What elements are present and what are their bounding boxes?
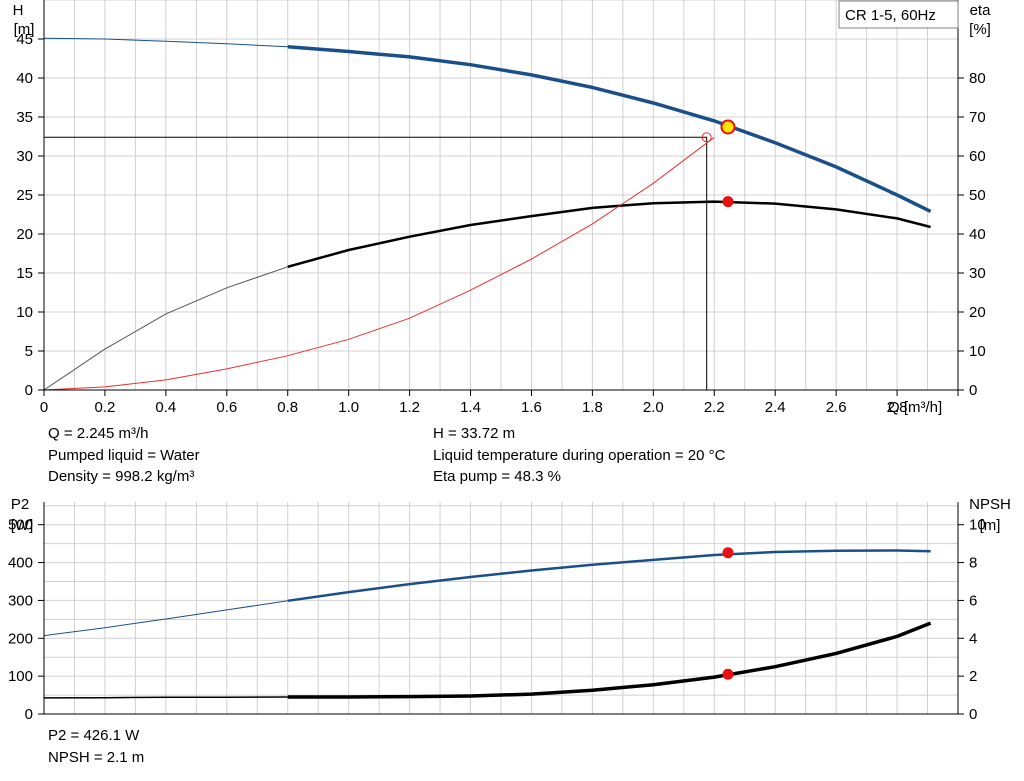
eta-tick-label: 0 bbox=[969, 382, 977, 399]
head-tick-label: 5 bbox=[25, 343, 33, 360]
flow-tick-label: 1.4 bbox=[460, 399, 481, 416]
head-tick-label: 15 bbox=[16, 265, 33, 282]
eta-tick-label: 10 bbox=[969, 343, 986, 360]
system-point-marker bbox=[701, 132, 712, 143]
power-tick-label: 0 bbox=[25, 706, 33, 723]
head-curve bbox=[287, 45, 932, 213]
head-axis-label: H bbox=[13, 2, 24, 19]
npsh-tick-label: 8 bbox=[969, 555, 977, 572]
info-temperature: Liquid temperature during operation = 20… bbox=[433, 447, 726, 464]
npsh-tick-label: 0 bbox=[969, 706, 977, 723]
flow-axis-label: Q [m³/h] bbox=[888, 399, 942, 416]
eta-tick-label: 50 bbox=[969, 187, 986, 204]
flow-tick-label: 0.2 bbox=[95, 399, 116, 416]
eta-tick-label: 20 bbox=[969, 304, 986, 321]
power-markers bbox=[722, 547, 734, 680]
npsh-tick-label: 4 bbox=[969, 630, 977, 647]
duty-guide-lines bbox=[44, 136, 708, 390]
head-tick-label: 45 bbox=[16, 31, 33, 48]
power-tick-label: 200 bbox=[8, 630, 33, 647]
npsh-tick-label: 6 bbox=[969, 592, 977, 609]
performance-curves bbox=[43, 37, 932, 391]
flow-tick-label: 2.4 bbox=[765, 399, 786, 416]
performance-markers bbox=[701, 119, 736, 208]
power-axis-label: P2 bbox=[11, 496, 29, 513]
flow-tick-label: 2.2 bbox=[704, 399, 725, 416]
eta-tick-label: 30 bbox=[969, 265, 986, 282]
info-density: Density = 998.2 kg/m³ bbox=[48, 468, 194, 485]
power-tick-label: 100 bbox=[8, 668, 33, 685]
npsh-tick-label: 2 bbox=[969, 668, 977, 685]
legend-title: CR 1-5, 60Hz bbox=[845, 7, 936, 24]
power-axes bbox=[38, 502, 964, 715]
power-grid bbox=[43, 502, 959, 715]
flow-tick-label: 0.4 bbox=[155, 399, 176, 416]
info-liquid: Pumped liquid = Water bbox=[48, 447, 200, 464]
flow-tick-label: 1.6 bbox=[521, 399, 542, 416]
power-tick-label: 300 bbox=[8, 592, 33, 609]
power-curves bbox=[43, 549, 932, 699]
head-curve-extrapolated bbox=[43, 37, 288, 48]
power-tick-label: 500 bbox=[8, 517, 33, 534]
power-info: P2 = 426.1 W NPSH = 2.1 m bbox=[48, 727, 144, 766]
info-power: P2 = 426.1 W bbox=[48, 727, 140, 744]
performance-axes bbox=[38, 0, 964, 396]
flow-tick-label: 1.8 bbox=[582, 399, 603, 416]
p2-curve bbox=[287, 549, 931, 603]
head-tick-label: 40 bbox=[16, 70, 33, 87]
flow-tick-label: 0.6 bbox=[216, 399, 237, 416]
operating-info: Q = 2.245 m³/h Pumped liquid = Water Den… bbox=[48, 425, 726, 485]
eta-point-marker bbox=[722, 196, 734, 208]
eta-tick-label: 60 bbox=[969, 148, 986, 165]
info-head: H = 33.72 m bbox=[433, 425, 515, 442]
npsh-curve-extrapolated bbox=[43, 696, 288, 699]
info-npsh: NPSH = 2.1 m bbox=[48, 749, 144, 766]
flow-tick-label: 0.8 bbox=[277, 399, 298, 416]
p2-point-marker bbox=[722, 547, 734, 559]
power-axis-unit: [W] bbox=[11, 517, 34, 534]
performance-grid bbox=[43, 0, 959, 391]
info-eta: Eta pump = 48.3 % bbox=[433, 468, 561, 485]
power-npsh-panel: 0 100 200 300 400 500 0 2 4 6 8 10 P2 [W] NPSH [m] bbox=[8, 496, 1011, 723]
head-tick-label: 30 bbox=[16, 148, 33, 165]
eta-tick-label: 80 bbox=[969, 70, 986, 87]
system-curve bbox=[43, 136, 715, 391]
flow-tick-label: 0 bbox=[40, 399, 48, 416]
npsh-curve bbox=[287, 621, 932, 699]
head-tick-label: 0 bbox=[25, 382, 33, 399]
flow-tick-label: 1.0 bbox=[338, 399, 359, 416]
head-tick-label: 35 bbox=[16, 109, 33, 126]
head-tick-label: 10 bbox=[16, 304, 33, 321]
flow-tick-label: 2.6 bbox=[826, 399, 847, 416]
npsh-point-marker bbox=[722, 668, 734, 680]
eta-tick-label: 40 bbox=[969, 226, 986, 243]
info-flow: Q = 2.245 m³/h bbox=[48, 425, 148, 442]
head-tick-label: 25 bbox=[16, 187, 33, 204]
duty-point-marker bbox=[720, 119, 736, 135]
legend-frame bbox=[838, 0, 959, 29]
eta-axis-unit: [%] bbox=[969, 21, 991, 38]
flow-tick-label: 2.8 bbox=[887, 399, 908, 416]
legend-box: CR 1-5, 60Hz bbox=[838, 0, 959, 29]
flow-tick-label: 1.2 bbox=[399, 399, 420, 416]
npsh-axis-label: NPSH bbox=[969, 496, 1011, 513]
eta-curve-extrapolated bbox=[43, 266, 288, 391]
eta-curve bbox=[287, 200, 931, 269]
npsh-tick-label: 10 bbox=[969, 517, 986, 534]
head-tick-label: 20 bbox=[16, 226, 33, 243]
p2-curve-extrapolated bbox=[43, 600, 288, 637]
performance-ticks: 0 0.2 0.4 0.6 0.8 1.0 1.2 1.4 1.6 1.8 2.0 2.2 2.4 2.6… bbox=[16, 31, 985, 416]
flow-tick-label: 2.0 bbox=[643, 399, 664, 416]
eta-tick-label: 70 bbox=[969, 109, 986, 126]
power-ticks: 0 100 200 300 400 500 0 2 4 6 8 10 bbox=[8, 517, 986, 723]
performance-panel: 0 0.2 0.4 0.6 0.8 1.0 1.2 1.4 1.6 1.8 2.0 2.2 2.4 2.6… bbox=[13, 0, 992, 416]
head-axis-unit: [m] bbox=[14, 21, 35, 38]
eta-axis-label: eta bbox=[970, 2, 992, 19]
npsh-axis-unit: [m] bbox=[980, 517, 1001, 534]
power-tick-label: 400 bbox=[8, 555, 33, 572]
